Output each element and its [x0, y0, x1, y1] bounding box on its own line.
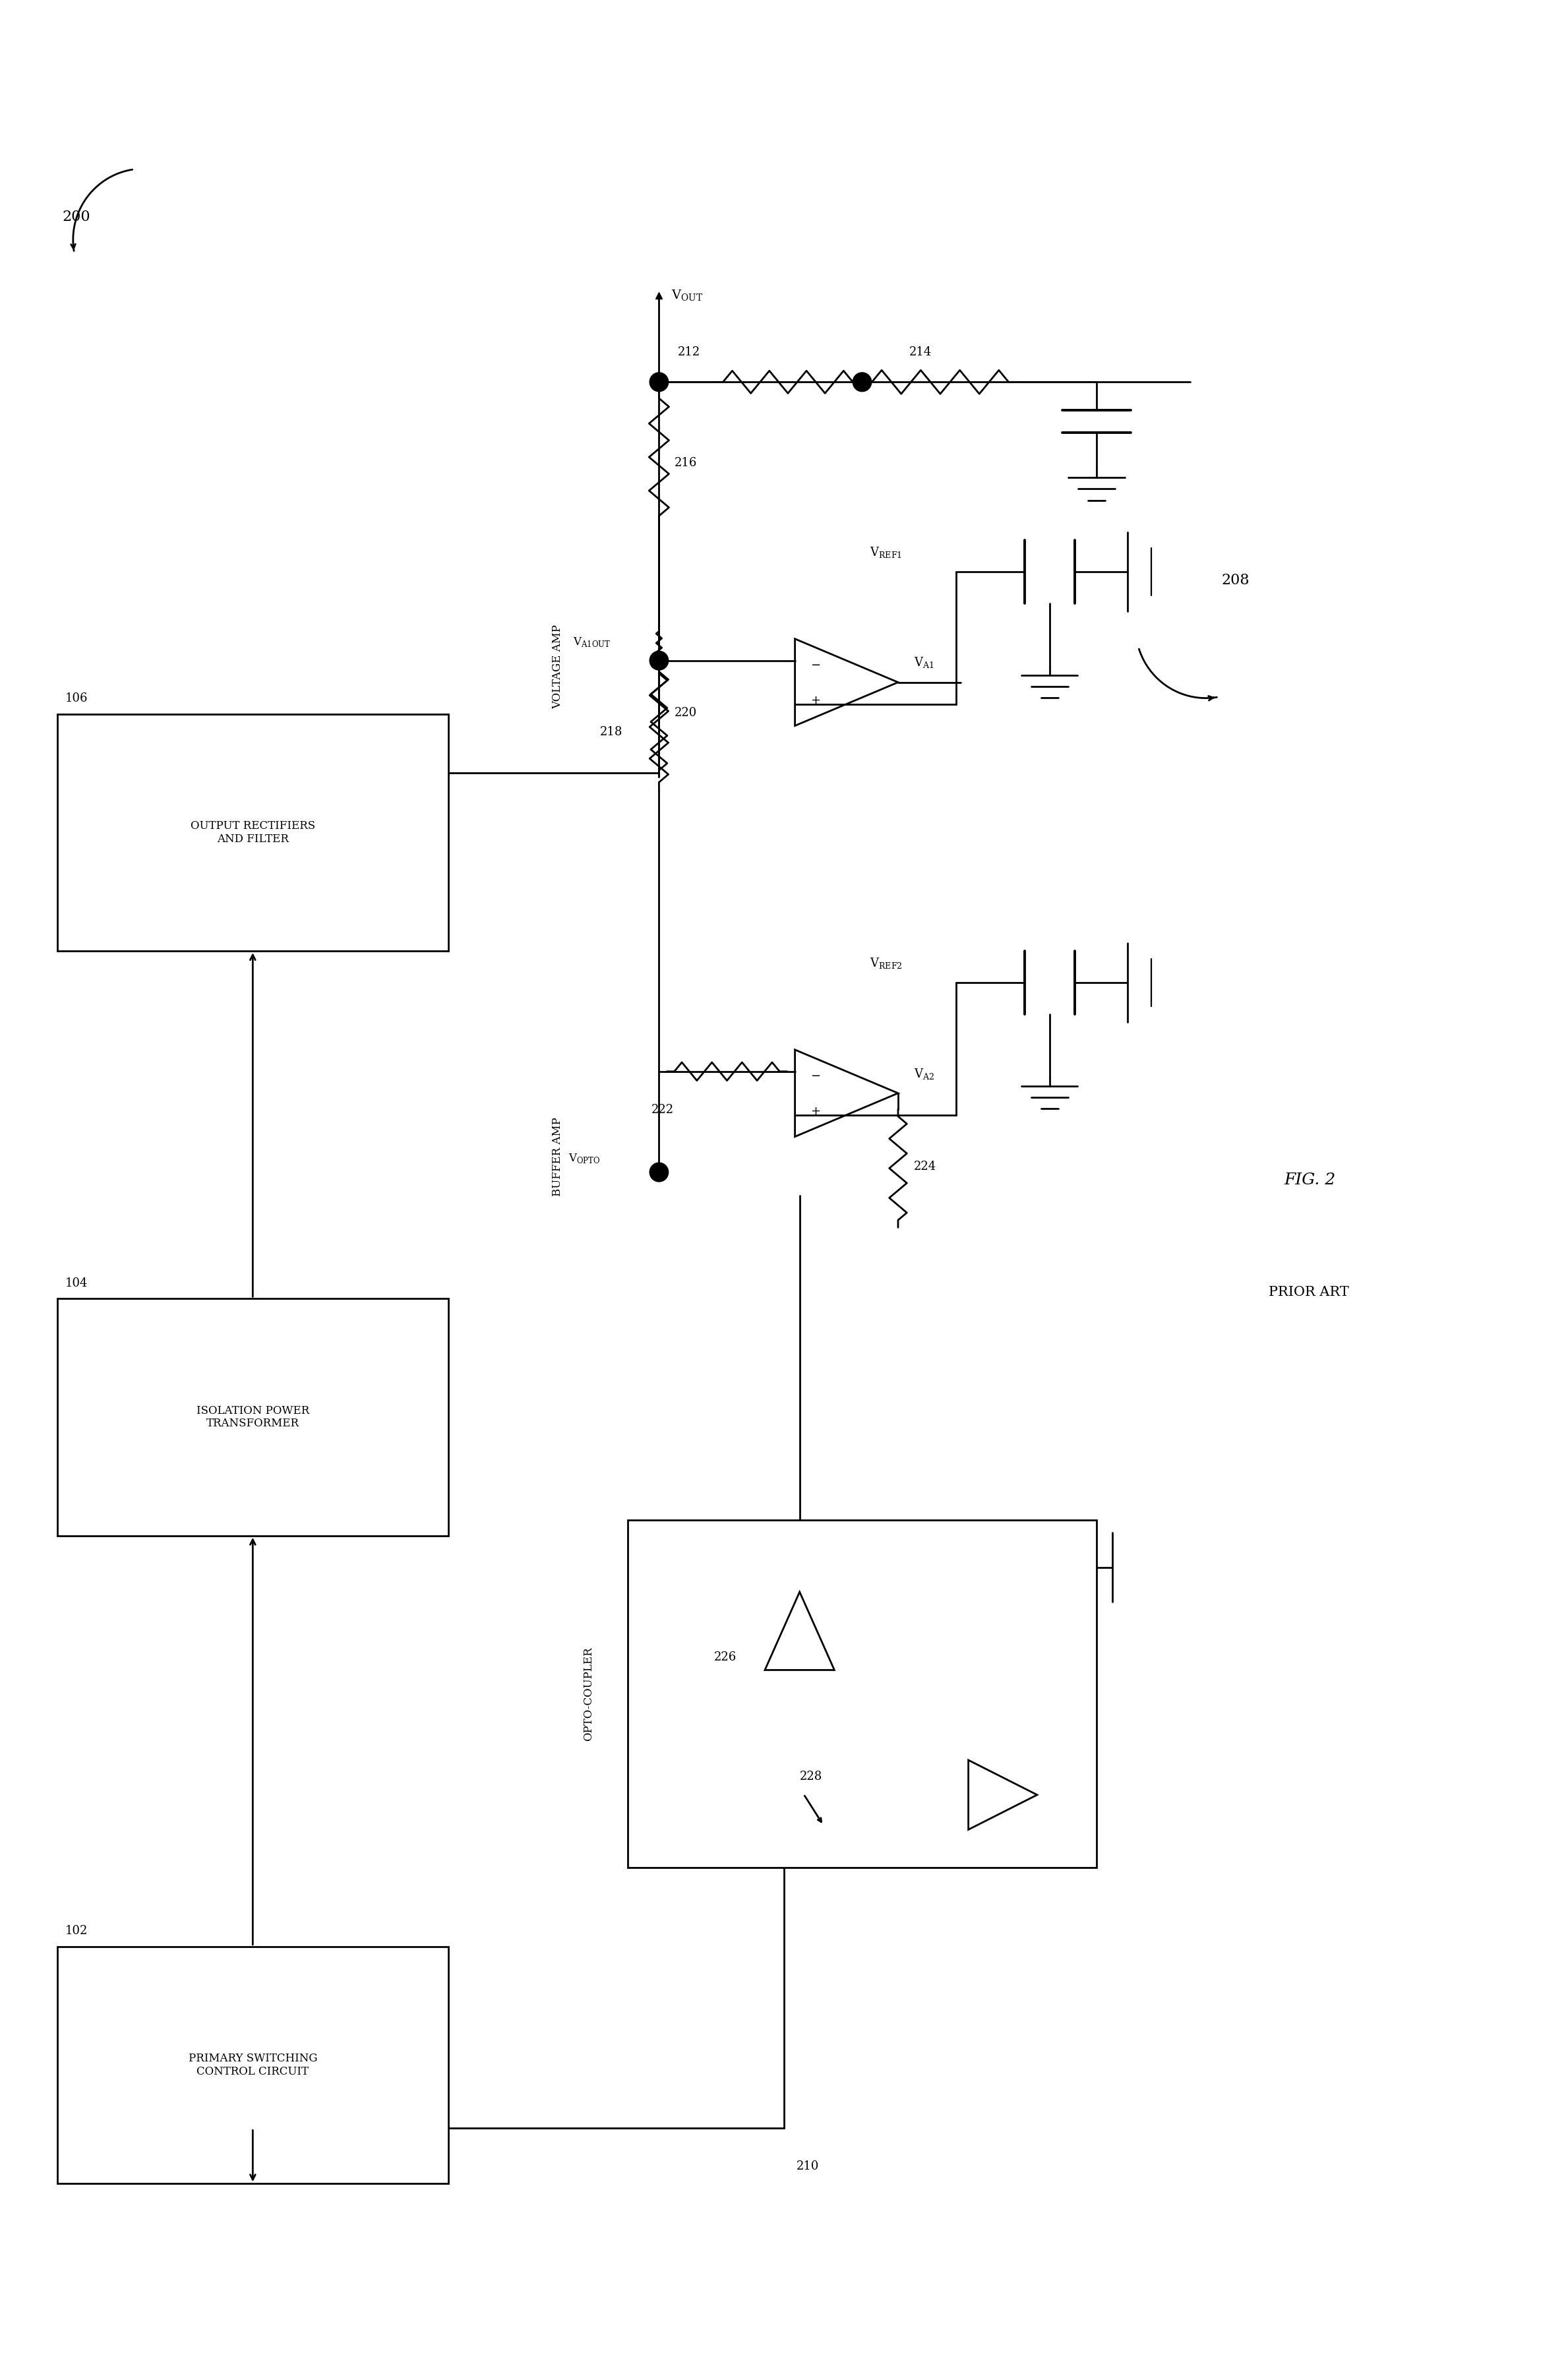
Text: $+$: $+$ — [811, 694, 820, 706]
Circle shape — [649, 651, 668, 670]
Text: 216: 216 — [674, 456, 698, 468]
Text: 208: 208 — [1221, 573, 1250, 587]
Text: ISOLATION POWER
TRANSFORMER: ISOLATION POWER TRANSFORMER — [196, 1404, 309, 1430]
Bar — [627, 1521, 1096, 1868]
Text: V$_\mathregular{OPTO}$: V$_\mathregular{OPTO}$ — [568, 1152, 601, 1164]
Text: 200: 200 — [63, 209, 91, 223]
Text: 214: 214 — [909, 347, 931, 359]
Text: 210: 210 — [797, 2160, 818, 2172]
Text: V$_\mathregular{A2}$: V$_\mathregular{A2}$ — [914, 1067, 935, 1081]
Text: V$_\mathregular{OUT}$: V$_\mathregular{OUT}$ — [671, 290, 704, 304]
Text: 102: 102 — [66, 1925, 88, 1936]
Circle shape — [853, 373, 872, 392]
Bar — [58, 713, 448, 950]
Text: 226: 226 — [713, 1651, 737, 1663]
Circle shape — [649, 1162, 668, 1181]
Bar — [58, 1946, 448, 2184]
Text: 222: 222 — [651, 1105, 674, 1117]
Text: 220: 220 — [674, 708, 698, 720]
Text: VOLTAGE AMP: VOLTAGE AMP — [552, 625, 563, 708]
Text: BUFFER AMP: BUFFER AMP — [552, 1117, 563, 1195]
Text: OUTPUT RECTIFIERS
AND FILTER: OUTPUT RECTIFIERS AND FILTER — [190, 820, 315, 843]
Text: V$_\mathregular{REF2}$: V$_\mathregular{REF2}$ — [870, 955, 903, 969]
Text: OPTO-COUPLER: OPTO-COUPLER — [583, 1647, 594, 1742]
Text: 224: 224 — [914, 1159, 936, 1171]
Text: $-$: $-$ — [811, 658, 820, 670]
Bar — [58, 1300, 448, 1535]
Text: 228: 228 — [800, 1770, 822, 1782]
Text: PRIMARY SWITCHING
CONTROL CIRCUIT: PRIMARY SWITCHING CONTROL CIRCUIT — [188, 2053, 317, 2077]
Text: V$_\mathregular{A1OUT}$: V$_\mathregular{A1OUT}$ — [572, 634, 610, 649]
Text: 104: 104 — [66, 1278, 88, 1290]
Text: PRIOR ART: PRIOR ART — [1269, 1285, 1348, 1300]
Circle shape — [649, 373, 668, 392]
Text: $-$: $-$ — [811, 1069, 820, 1081]
Text: $+$: $+$ — [811, 1105, 820, 1117]
Text: 218: 218 — [599, 725, 622, 737]
Text: 212: 212 — [677, 347, 701, 359]
Text: FIG. 2: FIG. 2 — [1284, 1174, 1336, 1188]
Text: V$_\mathregular{A1}$: V$_\mathregular{A1}$ — [914, 656, 935, 670]
Text: V$_\mathregular{REF1}$: V$_\mathregular{REF1}$ — [870, 544, 902, 558]
Text: 106: 106 — [66, 691, 88, 703]
